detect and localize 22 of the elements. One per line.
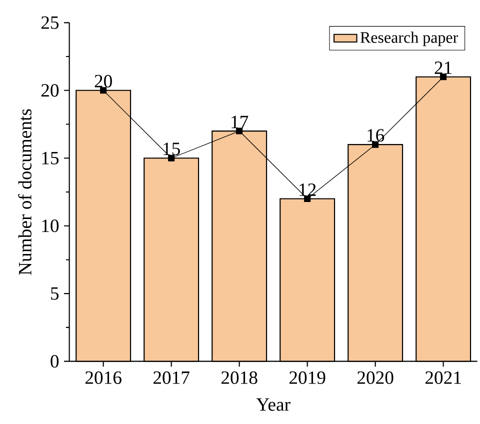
y-tick-label: 5	[51, 287, 59, 300]
y-tick-label: 10	[42, 220, 59, 232]
x-tick-label: 2019	[289, 371, 326, 384]
x-tick-label: 2020	[357, 371, 394, 384]
x-tick-label: 2017	[153, 371, 190, 384]
x-tick-label: 2018	[221, 371, 258, 384]
x-tick-label: 2021	[425, 371, 461, 384]
data-label: 16	[368, 129, 384, 142]
point	[100, 87, 107, 94]
data-label: 15	[164, 142, 180, 156]
y-tick-label: 25	[41, 16, 59, 29]
x-axis-title: Year	[256, 398, 290, 411]
data-label: 17	[232, 116, 248, 128]
y-tick-label: 15	[42, 152, 59, 164]
x-tick-label: 2016	[85, 371, 122, 384]
data-label: 21	[434, 62, 452, 74]
y-tick-label: 0	[50, 355, 59, 368]
point	[440, 74, 447, 80]
data-label: 20	[94, 74, 112, 88]
legend-label: Research paper	[360, 32, 458, 46]
y-axis-title: Number of documents	[18, 109, 32, 275]
y-tick-label: 20	[41, 84, 59, 97]
